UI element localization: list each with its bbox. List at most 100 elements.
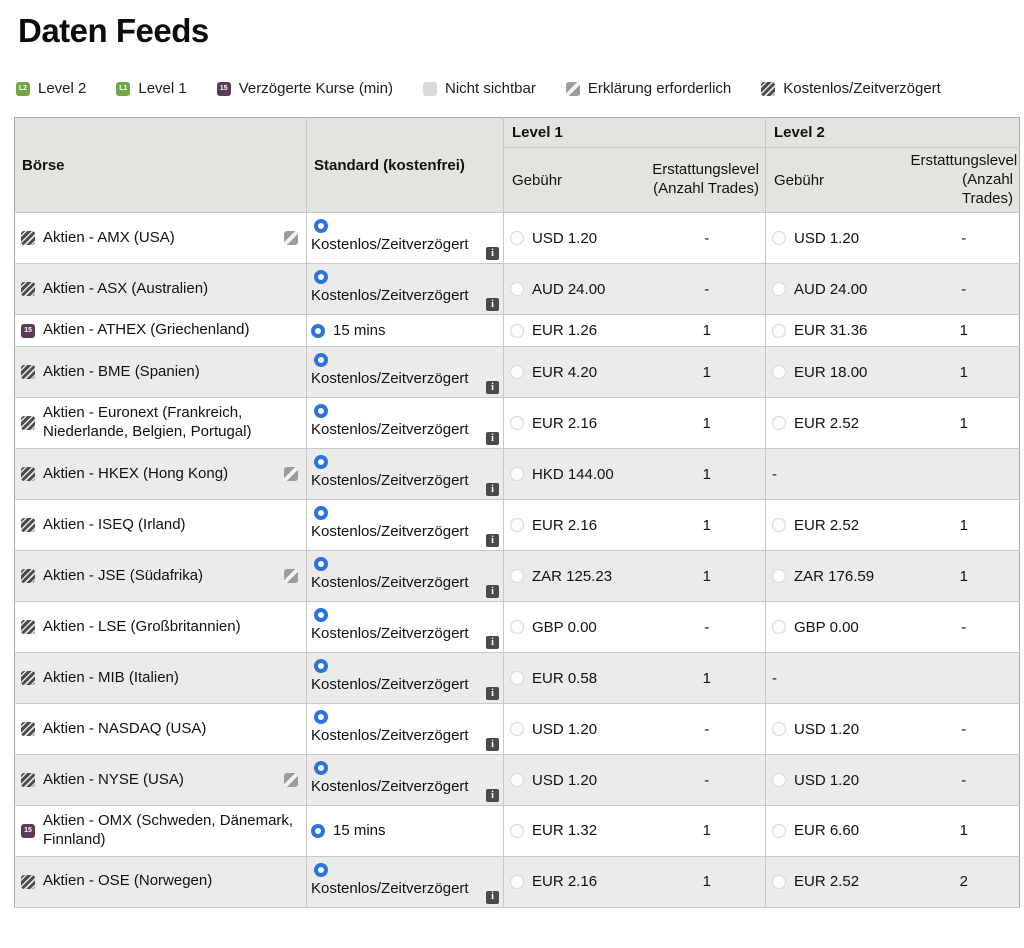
exchange-cell: Aktien - JSE (Südafrika) xyxy=(14,550,307,602)
level1-refund-cell: - xyxy=(648,754,766,806)
level1-fee-radio[interactable] xyxy=(510,518,524,532)
column-header-level2-refund: Erstattungslevel (Anzahl Trades) xyxy=(908,147,1020,214)
fee-value: EUR 2.16 xyxy=(532,414,598,432)
level1-fee-radio[interactable] xyxy=(510,416,524,430)
info-icon[interactable]: i xyxy=(486,381,499,394)
standard-radio[interactable] xyxy=(314,608,328,622)
standard-label: Kostenlos/Zeitverzögert xyxy=(311,879,469,897)
refund-value: - xyxy=(961,618,967,636)
info-icon[interactable]: i xyxy=(486,247,499,261)
standard-radio[interactable] xyxy=(314,270,328,285)
exchange-name: Aktien - LSE (Großbritannien) xyxy=(43,617,241,635)
table-row: 15 Aktien - OMX (Schweden, Dänemark, Finn… xyxy=(14,805,1020,857)
level1-fee-radio[interactable] xyxy=(510,773,524,787)
standard-radio[interactable] xyxy=(314,761,328,775)
info-icon[interactable]: i xyxy=(486,636,499,649)
table-row: Aktien - NYSE (USA) Kostenlos/Zeitverzöge… xyxy=(14,754,1020,806)
level2-fee-radio[interactable] xyxy=(772,323,786,338)
explanation-required-badge-icon xyxy=(284,773,298,787)
standard-radio[interactable] xyxy=(311,323,325,338)
table-row: Aktien - NASDAQ (USA) Kostenlos/Zeitverzö… xyxy=(14,703,1020,755)
info-icon[interactable]: i xyxy=(486,585,499,598)
refund-value: 1 xyxy=(702,669,711,687)
level2-fee-radio[interactable] xyxy=(772,231,786,246)
standard-radio[interactable] xyxy=(314,455,328,469)
level2-fee-radio[interactable] xyxy=(772,416,786,430)
level2-fee-radio[interactable] xyxy=(772,365,786,379)
legend-item: L1 Level 1 xyxy=(116,80,187,97)
exchange-cell: Aktien - AMX (USA) xyxy=(14,212,307,265)
level1-fee-radio[interactable] xyxy=(510,323,524,338)
standard-label: Kostenlos/Zeitverzögert xyxy=(311,574,469,591)
fee-value: ZAR 125.23 xyxy=(532,567,613,585)
standard-radio[interactable] xyxy=(314,862,328,877)
level2-fee-radio[interactable] xyxy=(772,620,786,634)
level1-refund-cell: - xyxy=(648,601,766,653)
level2-fee-radio[interactable] xyxy=(772,773,786,787)
info-icon[interactable]: i xyxy=(486,483,499,496)
level2-fee-radio[interactable] xyxy=(772,722,786,736)
level2-fee-radio[interactable] xyxy=(772,282,786,297)
refund-value: - xyxy=(704,618,710,636)
standard-cell: Kostenlos/Zeitverzögert i xyxy=(306,448,504,500)
standard-label: Kostenlos/Zeitverzögert xyxy=(311,236,469,254)
table-row: 15 Aktien - ATHEX (Griechenland) 15 mins EU… xyxy=(14,314,1020,347)
level1-refund-cell: 1 xyxy=(648,448,766,500)
exchange-cell: Aktien - BME (Spanien) xyxy=(14,346,307,398)
info-icon[interactable]: i xyxy=(486,432,499,445)
refund-value: 1 xyxy=(702,567,711,585)
level2-refund-cell: 2 xyxy=(908,856,1020,908)
level1-fee-radio[interactable] xyxy=(510,620,524,634)
info-icon[interactable]: i xyxy=(486,687,499,700)
explanation-required-badge-icon xyxy=(565,81,580,96)
exchange-cell: Aktien - NYSE (USA) xyxy=(14,754,307,806)
fee-value: EUR 18.00 xyxy=(794,363,868,381)
info-icon[interactable]: i xyxy=(486,890,499,904)
level2-fee-cell: - xyxy=(765,448,909,500)
level2-fee-radio[interactable] xyxy=(772,874,786,889)
level2-fee-radio[interactable] xyxy=(772,823,786,838)
level2-refund-cell: 1 xyxy=(908,550,1020,602)
standard-radio[interactable] xyxy=(314,353,328,367)
standard-radio[interactable] xyxy=(314,404,328,418)
standard-radio[interactable] xyxy=(314,219,328,234)
level2-fee-cell: ZAR 176.59 xyxy=(765,550,909,602)
level1-fee-radio[interactable] xyxy=(510,365,524,379)
info-icon[interactable]: i xyxy=(486,789,499,802)
free-delayed-badge-icon xyxy=(21,773,35,787)
info-icon[interactable]: i xyxy=(486,534,499,547)
exchange-name: Aktien - MIB (Italien) xyxy=(43,668,179,686)
level1-fee-radio[interactable] xyxy=(510,823,524,838)
table-row: Aktien - LSE (Großbritannien) Kostenlos/Z… xyxy=(14,601,1020,653)
standard-radio[interactable] xyxy=(314,557,328,571)
level1-fee-radio[interactable] xyxy=(510,874,524,889)
exchange-cell: Aktien - OSE (Norwegen) xyxy=(14,856,307,908)
exchange-name: Aktien - NYSE (USA) xyxy=(43,770,184,788)
free-delayed-badge-icon xyxy=(21,416,35,430)
standard-radio[interactable] xyxy=(314,659,328,673)
level2-fee-cell: USD 1.20 xyxy=(765,754,909,806)
standard-radio[interactable] xyxy=(314,710,328,724)
level1-fee-radio[interactable] xyxy=(510,467,524,481)
fee-value: USD 1.20 xyxy=(532,229,598,247)
refund-value: - xyxy=(704,720,710,738)
level1-refund-cell: - xyxy=(648,263,766,316)
level2-fee-radio[interactable] xyxy=(772,518,786,532)
level1-fee-radio[interactable] xyxy=(510,671,524,685)
level1-fee-radio[interactable] xyxy=(510,722,524,736)
level1-fee-radio[interactable] xyxy=(510,231,524,246)
column-header-level1-refund: Erstattungslevel (Anzahl Trades) xyxy=(648,147,766,214)
legend-item: L2 Level 2 xyxy=(16,80,86,97)
level2-fee-radio[interactable] xyxy=(772,569,786,583)
level1-fee-radio[interactable] xyxy=(510,569,524,583)
level1-refund-cell: 1 xyxy=(648,499,766,551)
level1-fee-radio[interactable] xyxy=(510,282,524,297)
standard-radio[interactable] xyxy=(311,823,325,838)
info-icon[interactable]: i xyxy=(486,738,499,751)
fee-value: EUR 4.20 xyxy=(532,363,598,381)
standard-radio[interactable] xyxy=(314,506,328,520)
level1-fee-cell: EUR 1.32 xyxy=(503,805,649,857)
fee-value: EUR 1.32 xyxy=(532,822,598,840)
table-row: Aktien - Euronext (Frankreich, Niederlan… xyxy=(14,397,1020,449)
info-icon[interactable]: i xyxy=(486,298,499,312)
